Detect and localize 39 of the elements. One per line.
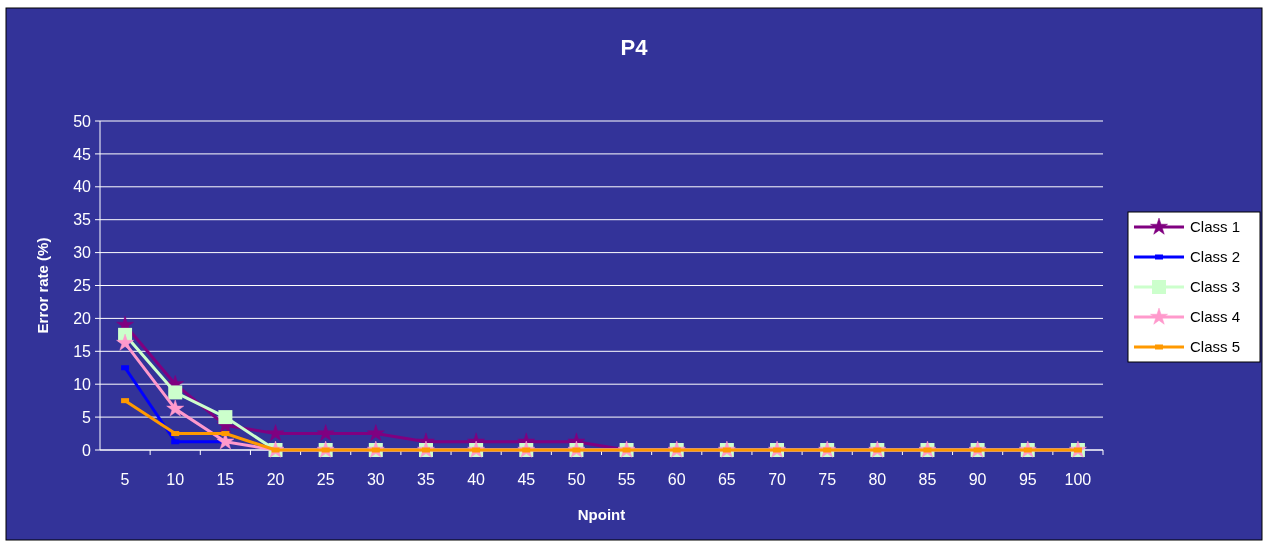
legend-label: Class 3: [1190, 278, 1241, 296]
x-tick-label: 25: [316, 471, 335, 488]
y-tick-label: 20: [73, 310, 92, 327]
y-tick-label: 10: [73, 375, 92, 393]
legend-label: Class 1: [1190, 218, 1241, 236]
x-tick-label: 20: [266, 471, 285, 488]
legend-label: Class 4: [1190, 308, 1241, 326]
y-tick-label: 50: [73, 112, 92, 130]
x-tick-label: 15: [216, 471, 235, 488]
legend-label: Class 5: [1190, 338, 1241, 356]
legend-label: Class 2: [1190, 248, 1241, 266]
x-tick-label: 65: [717, 471, 736, 488]
y-axis-title: Error rate (%): [34, 237, 51, 334]
x-tick-label: 100: [1064, 471, 1092, 488]
x-tick-label: 45: [517, 471, 536, 488]
y-tick-label: 45: [73, 145, 92, 163]
y-tick-label: 5: [82, 408, 92, 426]
y-tick-label: 35: [73, 211, 92, 229]
x-tick-label: 10: [166, 471, 185, 488]
x-tick-label: 95: [1018, 471, 1037, 488]
y-tick-label: 40: [73, 178, 92, 196]
y-tick-label: 15: [73, 342, 92, 360]
x-tick-label: 75: [818, 471, 837, 488]
x-tick-label: 70: [768, 471, 787, 488]
x-tick-label: 85: [918, 471, 937, 488]
x-tick-label: 90: [968, 471, 987, 488]
x-tick-label: 35: [417, 471, 435, 488]
y-tick-label: 0: [82, 441, 92, 459]
x-tick-label: 40: [467, 471, 486, 488]
chart-title: P4: [620, 35, 649, 60]
x-tick-label: 30: [366, 471, 385, 488]
x-tick-label: 80: [868, 471, 887, 488]
x-tick-label: 60: [667, 471, 686, 488]
x-axis-title: Npoint: [577, 506, 626, 523]
y-tick-label: 30: [73, 244, 92, 262]
x-tick-label: 50: [567, 471, 586, 488]
x-tick-label: 55: [617, 471, 636, 488]
y-tick-label: 25: [73, 277, 92, 295]
x-tick-label: 5: [120, 471, 130, 488]
